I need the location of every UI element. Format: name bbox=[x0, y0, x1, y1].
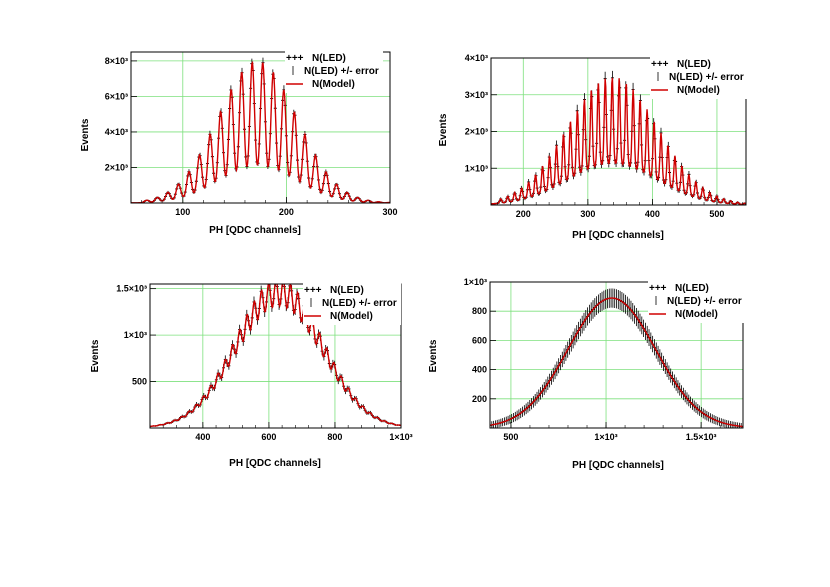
x-axis-label: PH [QDC channels] bbox=[229, 458, 321, 469]
y-tick-label: 1×10³ bbox=[464, 277, 487, 287]
y-tick-label: 2×10³ bbox=[465, 127, 488, 137]
legend-box bbox=[648, 281, 746, 323]
x-tick-label: 200 bbox=[516, 209, 531, 219]
legend-label-led: N(LED) bbox=[675, 283, 709, 294]
legend-box bbox=[285, 51, 383, 93]
series-data bbox=[490, 288, 743, 428]
y-tick-label: 6×10³ bbox=[105, 91, 128, 101]
series-model-line bbox=[150, 284, 401, 428]
series-model-line bbox=[490, 297, 743, 428]
series-model-line bbox=[131, 60, 390, 203]
legend-symbol-markers: +++ bbox=[286, 53, 304, 64]
chart-panel-1: 100 200 300 2×10³ 4×10³ 6×10³ 8×10³ PH [QDC cha… bbox=[80, 51, 398, 236]
legend-label-model: N(Model) bbox=[675, 309, 718, 320]
series-data bbox=[150, 284, 401, 428]
x-tick-label: 100 bbox=[175, 207, 190, 217]
legend-label-led: N(LED) bbox=[677, 59, 711, 70]
y-tick-label: 1×10³ bbox=[124, 330, 147, 340]
legend-box bbox=[650, 57, 748, 99]
x-tick-label: 600 bbox=[261, 432, 276, 442]
x-tick-label: 200 bbox=[279, 207, 294, 217]
legend-box bbox=[303, 283, 401, 325]
x-tick-label: 500 bbox=[503, 432, 518, 442]
x-tick-label: 300 bbox=[580, 209, 595, 219]
legend: +++ N(LED) N(LED) +/- error N(Model) bbox=[648, 281, 746, 323]
legend-label-model: N(Model) bbox=[677, 85, 720, 96]
legend: +++ N(LED) N(LED) +/- error N(Model) bbox=[650, 57, 748, 99]
y-tick-label: 1.5×10³ bbox=[116, 284, 147, 294]
x-tick-label: 1×10³ bbox=[594, 432, 617, 442]
legend-symbol-markers: +++ bbox=[649, 283, 667, 294]
x-axis-label: PH [QDC channels] bbox=[572, 460, 664, 471]
x-axis-label: PH [QDC channels] bbox=[209, 225, 301, 236]
y-tick-label: 200 bbox=[472, 394, 487, 404]
y-tick-label: 4×10³ bbox=[105, 127, 128, 137]
y-axis-label: Events bbox=[80, 118, 91, 151]
plot-frame bbox=[149, 283, 402, 429]
y-tick-label: 500 bbox=[132, 377, 147, 387]
series-data bbox=[491, 70, 746, 205]
x-tick-label: 400 bbox=[645, 209, 660, 219]
x-tick-label: 1×10³ bbox=[389, 432, 412, 442]
legend: +++ N(LED) N(LED) +/- error N(Model) bbox=[285, 51, 383, 93]
legend-label-error: N(LED) +/- error bbox=[667, 296, 742, 307]
legend-label-model: N(Model) bbox=[330, 311, 373, 322]
x-tick-label: 400 bbox=[195, 432, 210, 442]
legend-symbol-markers: +++ bbox=[304, 285, 322, 296]
legend: +++ N(LED) N(LED) +/- error N(Model) bbox=[303, 283, 401, 325]
plot-frame bbox=[489, 281, 744, 429]
x-axis-label: PH [QDC channels] bbox=[572, 230, 664, 241]
y-tick-label: 3×10³ bbox=[465, 90, 488, 100]
y-tick-label: 1×10³ bbox=[465, 163, 488, 173]
legend-label-error: N(LED) +/- error bbox=[304, 66, 379, 77]
y-tick-label: 400 bbox=[472, 365, 487, 375]
chart-panel-4: 500 1×10³ 1.5×10³ 200 400 600 800 1×10³ PH [QDC … bbox=[428, 277, 746, 471]
plot-frame bbox=[130, 51, 391, 204]
y-axis-label: Events bbox=[438, 113, 449, 146]
legend-label-error: N(LED) +/- error bbox=[322, 298, 397, 309]
chart-panel-3: 400 600 800 1×10³ 500 1×10³ 1.5×10³ PH [QDC cha… bbox=[90, 283, 413, 469]
legend-label-error: N(LED) +/- error bbox=[669, 72, 744, 83]
chart-panel-2: 200 300 400 500 1×10³ 2×10³ 3×10³ 4×10³ PH [QDC … bbox=[438, 53, 748, 241]
x-tick-label: 300 bbox=[382, 207, 397, 217]
y-axis-label: Events bbox=[90, 339, 101, 372]
x-tick-label: 800 bbox=[327, 432, 342, 442]
x-tick-label: 500 bbox=[709, 209, 724, 219]
legend-label-model: N(Model) bbox=[312, 79, 355, 90]
y-tick-label: 600 bbox=[472, 335, 487, 345]
x-tick-label: 1.5×10³ bbox=[686, 432, 717, 442]
y-axis-label: Events bbox=[428, 339, 439, 372]
y-tick-label: 4×10³ bbox=[465, 53, 488, 63]
legend-label-led: N(LED) bbox=[312, 53, 346, 64]
y-tick-label: 800 bbox=[472, 306, 487, 316]
y-tick-label: 8×10³ bbox=[105, 56, 128, 66]
legend-symbol-markers: +++ bbox=[651, 59, 669, 70]
legend-label-led: N(LED) bbox=[330, 285, 364, 296]
series-data bbox=[131, 57, 390, 203]
y-tick-label: 2×10³ bbox=[105, 162, 128, 172]
series-model-line bbox=[491, 77, 746, 205]
